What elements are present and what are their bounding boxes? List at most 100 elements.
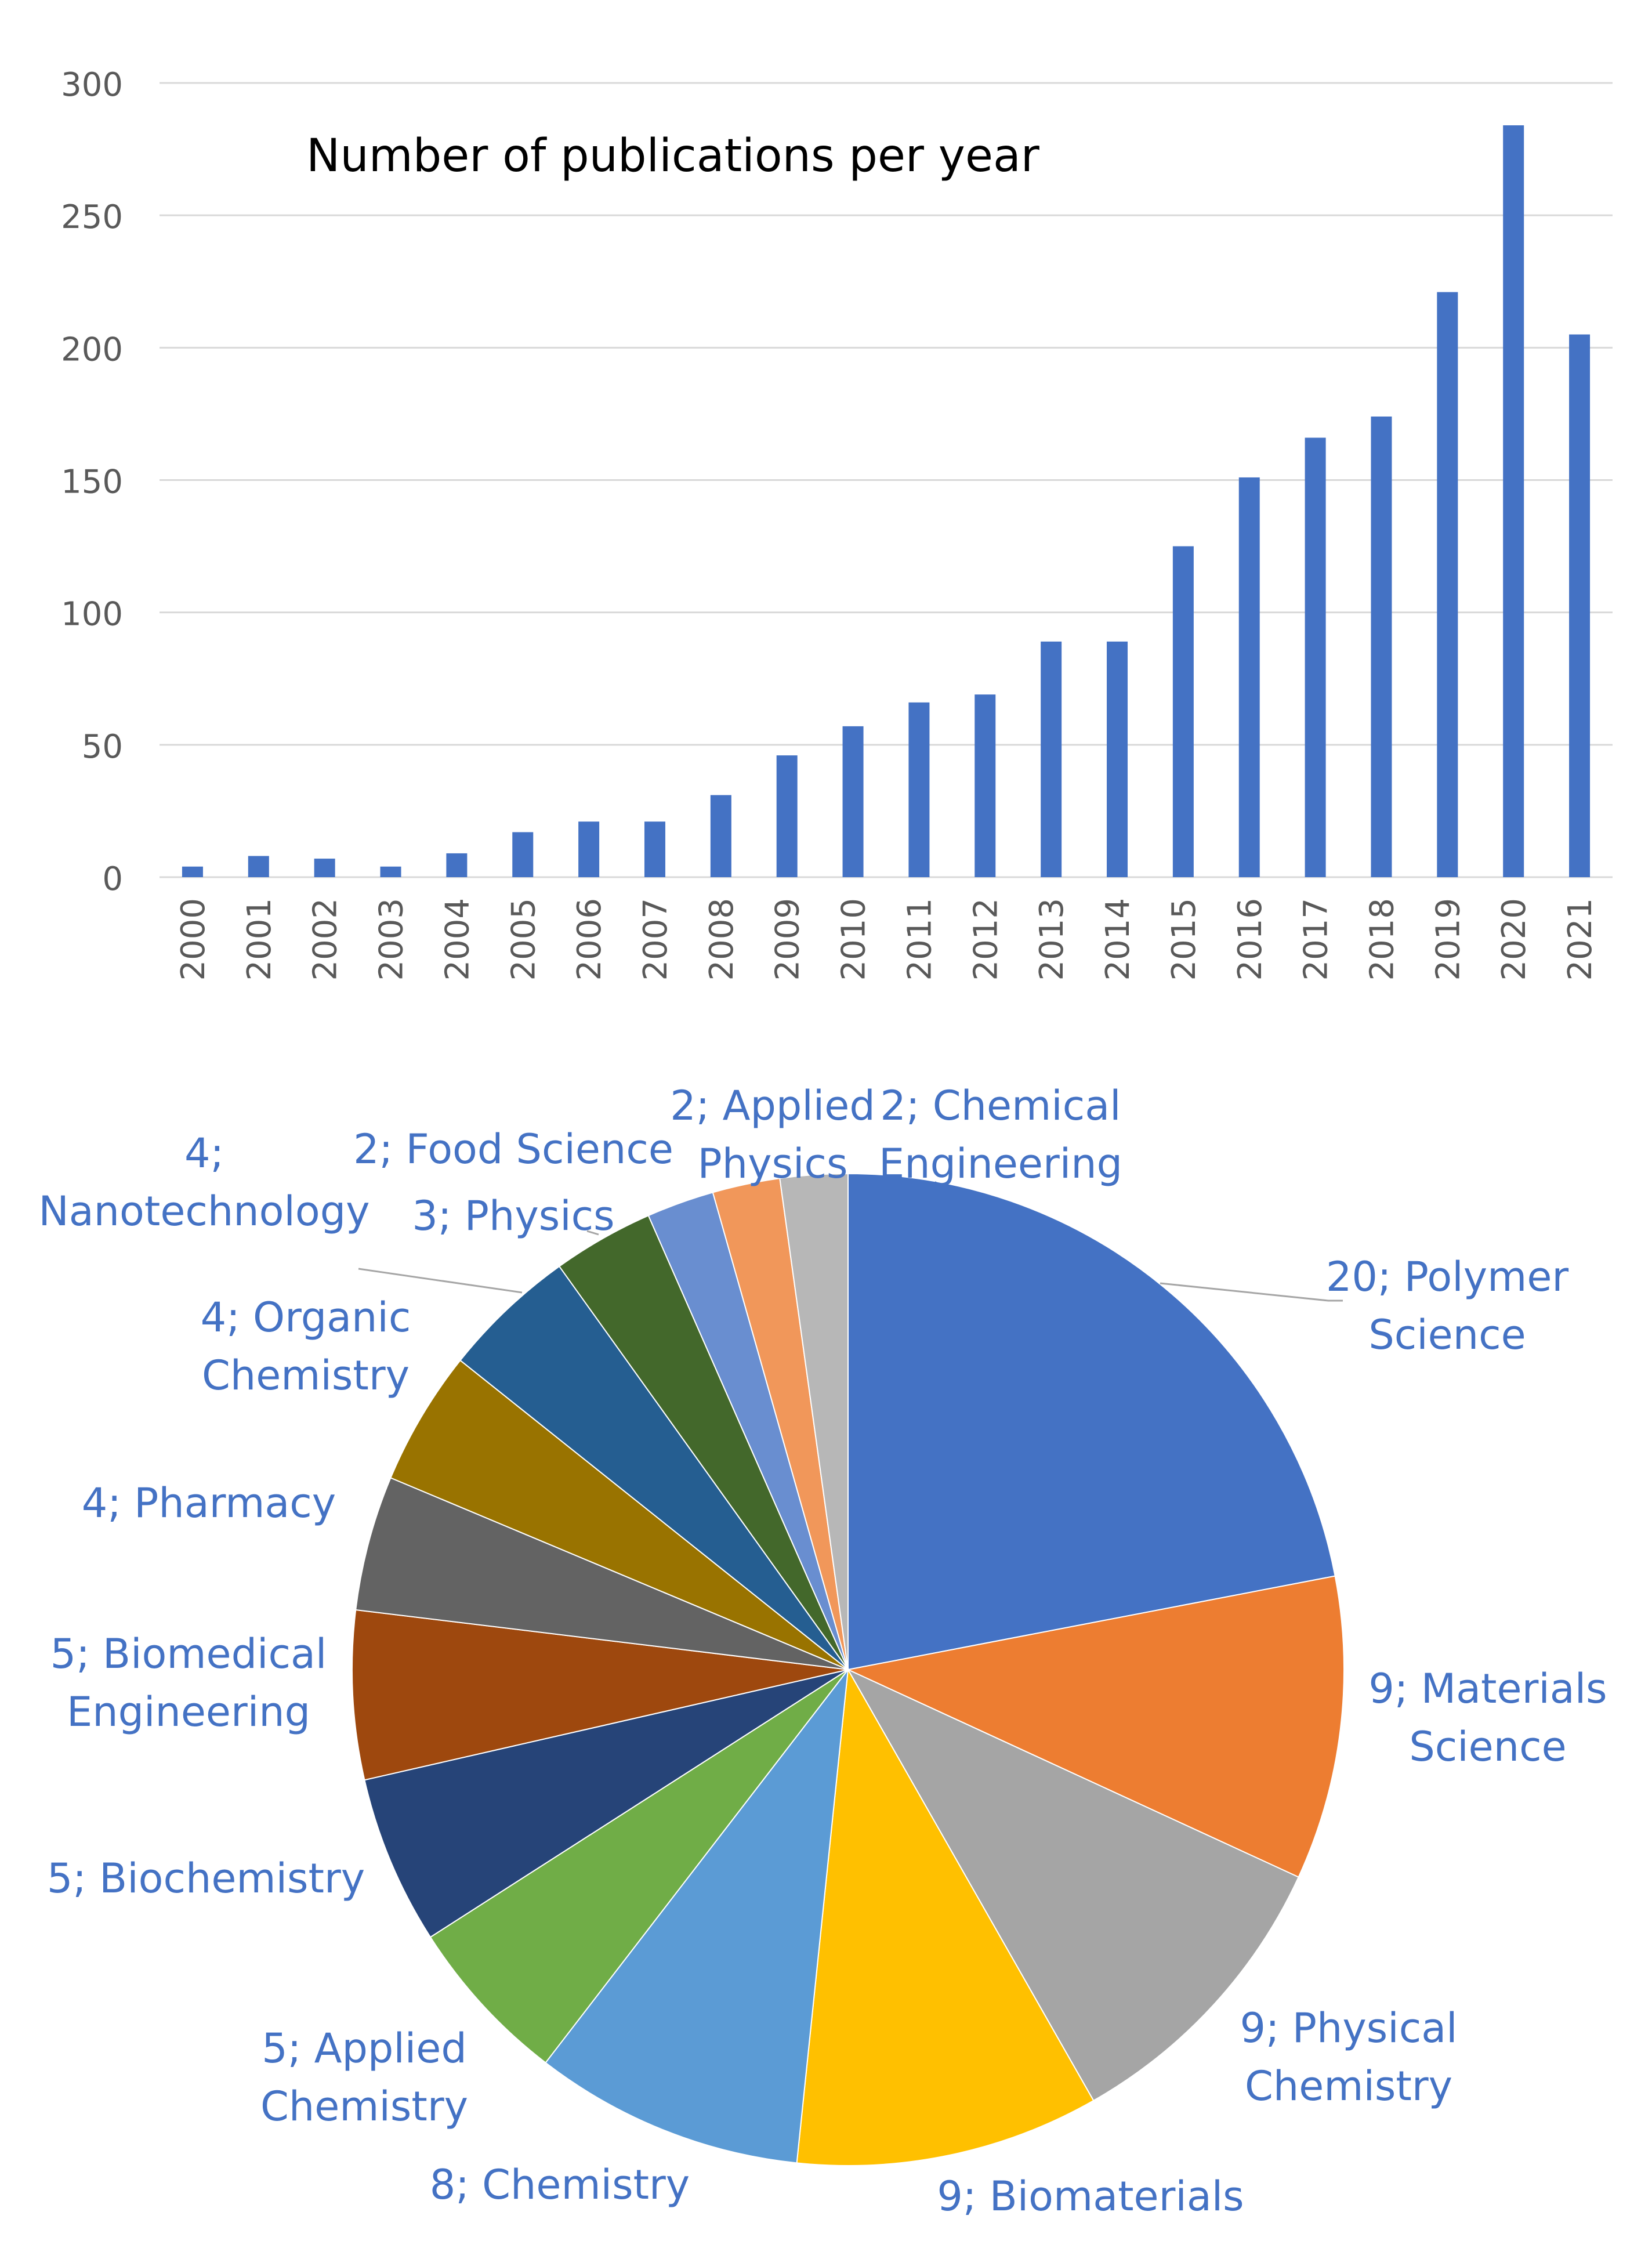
pie-label: 9; Materials Science [1368, 1665, 1607, 1771]
pie-label: 2; Applied Physics [670, 1082, 875, 1188]
pie-label-line: 5; Biochemistry [47, 1855, 365, 1902]
pie-label-line: Science [1409, 1723, 1566, 1771]
x-tick-label: 2014 [1099, 898, 1137, 981]
pie-label: 5; Applied Chemistry [260, 2025, 468, 2130]
pie-label-line: 2; Applied [670, 1082, 875, 1130]
x-tick-label: 2012 [967, 898, 1005, 981]
bar-chart-gridlines [160, 83, 1613, 877]
bar-2011 [908, 703, 929, 877]
x-tick-label: 2021 [1562, 898, 1599, 981]
bar-2004 [446, 853, 467, 877]
bar-2003 [381, 867, 401, 877]
x-tick-label: 2002 [307, 898, 345, 981]
x-tick-label: 2013 [1033, 898, 1071, 981]
bar-chart-bars [182, 125, 1590, 877]
bar-chart-x-axis: 2000 2001 2002 2003 2004 2005 2006 2007 2008 2009… [175, 898, 1599, 981]
pie-label-line: 9; Physical [1240, 2004, 1457, 2052]
pie-label: 9; Biomaterials [937, 2173, 1244, 2220]
y-tick-label: 250 [61, 198, 123, 236]
x-tick-label: 2018 [1363, 898, 1401, 981]
pie-label: 2; Chemical Engineering [879, 1082, 1122, 1188]
x-tick-label: 2017 [1298, 898, 1335, 981]
bar-2015 [1173, 546, 1194, 877]
bar-2000 [182, 867, 203, 877]
pie-label-line: Chemistry [260, 2083, 468, 2130]
pie-label-line: Physics [698, 1140, 848, 1188]
pie-label-line: 4; Organic [201, 1294, 411, 1341]
pie-label-line: 5; Biomedical [50, 1630, 327, 1678]
bar-2008 [711, 795, 731, 877]
pie-label-line: 4; Pharmacy [82, 1479, 336, 1527]
bar-2017 [1305, 437, 1326, 877]
bar-2020 [1503, 125, 1524, 877]
x-tick-label: 2004 [439, 898, 476, 981]
pie-label: 9; Physical Chemistry [1240, 2004, 1457, 2110]
bar-2009 [777, 755, 798, 877]
leader-line [1160, 1283, 1343, 1301]
x-tick-label: 2008 [703, 898, 741, 981]
x-tick-label: 2019 [1429, 898, 1467, 981]
pie-label-line: 4; [184, 1130, 224, 1177]
bar-2021 [1569, 335, 1590, 877]
pie-chart-slices [352, 1174, 1344, 2166]
pie-label: 4; Nanotechnology [38, 1130, 369, 1235]
y-tick-label: 150 [61, 464, 123, 501]
bar-2002 [314, 859, 335, 877]
pie-label-line: 2; Chemical [880, 1082, 1121, 1130]
pie-label-line: 3; Physics [412, 1192, 614, 1240]
x-tick-label: 2020 [1495, 898, 1533, 981]
pie-label: 2; Food Science [353, 1125, 673, 1173]
bar-chart-title: Number of publications per year [306, 130, 1040, 182]
pie-label-line: 9; Biomaterials [937, 2173, 1244, 2220]
x-tick-label: 2003 [373, 898, 411, 981]
pie-label-line: 8; Chemistry [430, 2161, 690, 2209]
y-tick-label: 50 [82, 728, 123, 766]
x-tick-label: 2007 [637, 898, 675, 981]
pie-label-line: Engineering [67, 1688, 310, 1736]
x-tick-label: 2001 [241, 898, 278, 981]
pie-label-line: Science [1368, 1311, 1526, 1359]
y-tick-label: 100 [61, 596, 123, 634]
bar-2013 [1041, 642, 1062, 877]
bar-2018 [1371, 417, 1392, 877]
y-tick-label: 200 [61, 331, 123, 368]
pie-label: 5; Biomedical Engineering [50, 1630, 327, 1736]
pie-label-line: 20; Polymer [1326, 1253, 1569, 1301]
x-tick-label: 2005 [505, 898, 542, 981]
pie-label: 4; Organic Chemistry [201, 1294, 411, 1399]
pie-label-line: Chemistry [202, 1352, 410, 1399]
bar-2005 [512, 832, 533, 877]
bar-2012 [974, 694, 995, 877]
y-tick-label: 0 [102, 860, 123, 898]
bar-2010 [843, 726, 864, 877]
pie-label: 5; Biochemistry [47, 1855, 365, 1902]
pie-label-line: 9; Materials [1368, 1665, 1607, 1713]
pie-label-line: 2; Food Science [353, 1125, 673, 1173]
pie-label: 3; Physics [412, 1192, 614, 1240]
bar-2006 [578, 821, 599, 877]
bar-2016 [1239, 477, 1260, 877]
x-tick-label: 2011 [901, 898, 939, 981]
pie-label: 20; Polymer Science [1326, 1253, 1569, 1359]
figure-canvas: 050100150200250300 2000 2001 2002 2003 2004 2… [0, 0, 1652, 2266]
x-tick-label: 2015 [1165, 898, 1203, 981]
bar-2014 [1107, 642, 1128, 877]
bar-chart-y-axis: 0 50 100 150 200 250 300 [61, 66, 123, 898]
pie-label-line: Nanotechnology [38, 1188, 369, 1235]
bar-2007 [644, 821, 665, 877]
pie-label: 8; Chemistry [430, 2161, 690, 2209]
bar-2019 [1437, 292, 1458, 877]
pie-label-line: 5; Applied [262, 2025, 467, 2072]
y-tick-label: 300 [61, 66, 123, 104]
x-tick-label: 2006 [571, 898, 608, 981]
pie-label-line: Chemistry [1245, 2062, 1452, 2110]
leader-line [358, 1269, 522, 1293]
pie-label-line: Engineering [879, 1140, 1122, 1188]
x-tick-label: 2016 [1231, 898, 1269, 981]
x-tick-label: 2000 [175, 898, 212, 981]
pie-label: 4; Pharmacy [82, 1479, 336, 1527]
x-tick-label: 2009 [769, 898, 807, 981]
bar-2001 [248, 856, 269, 877]
